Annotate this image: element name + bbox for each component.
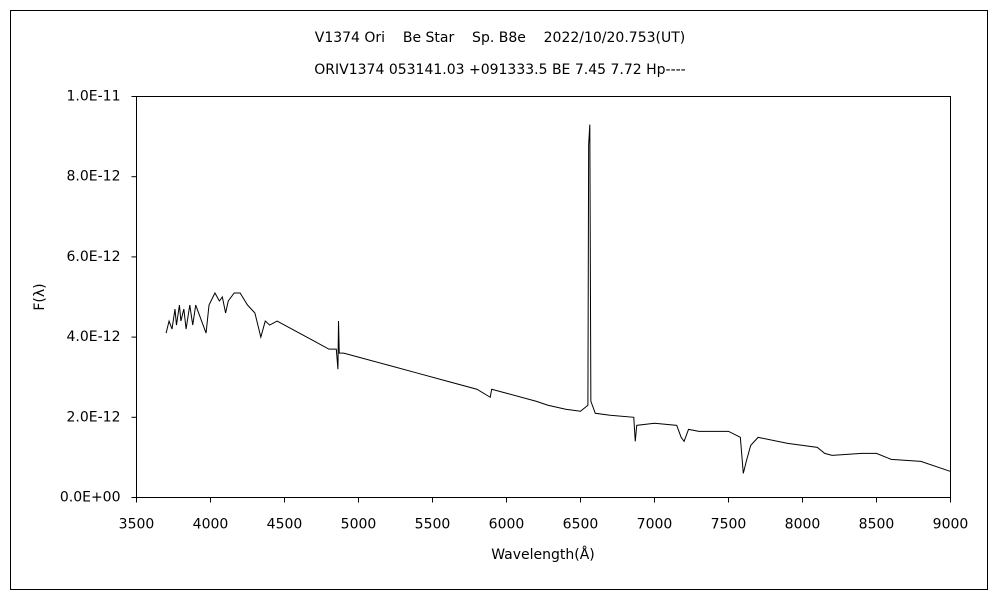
x-tick-label: 6500 xyxy=(563,517,599,533)
x-tick-label: 4000 xyxy=(193,517,229,533)
x-tick-label: 6000 xyxy=(489,517,525,533)
x-tick-label: 3500 xyxy=(119,517,155,533)
plot-area xyxy=(136,96,951,498)
y-tick-label: 8.0E-12 xyxy=(67,169,121,185)
y-tick-label: 1.0E-11 xyxy=(67,89,121,105)
chart-subtitle: ORIV1374 053141.03 +091333.5 BE 7.45 7.7… xyxy=(314,62,685,78)
chart-border xyxy=(10,10,988,590)
y-tick-label: 2.0E-12 xyxy=(67,409,121,425)
x-tick-label: 8500 xyxy=(859,517,895,533)
y-tick-label: 0.0E+00 xyxy=(60,490,121,506)
x-tick-label: 7000 xyxy=(637,517,673,533)
chart-title: V1374 Ori Be Star Sp. B8e 2022/10/20.753… xyxy=(315,30,686,46)
x-tick-label: 5500 xyxy=(415,517,451,533)
x-tick-label: 7500 xyxy=(711,517,747,533)
x-axis-label: Wavelength(Å) xyxy=(491,546,595,563)
x-tick-label: 8000 xyxy=(785,517,821,533)
spectrum-line xyxy=(165,124,951,474)
y-axis-label: F(λ) xyxy=(32,283,48,310)
y-tick-label: 6.0E-12 xyxy=(67,249,121,265)
y-tick-label: 4.0E-12 xyxy=(67,329,121,345)
x-tick-label: 5000 xyxy=(341,517,377,533)
x-tick-label: 4500 xyxy=(267,517,303,533)
x-tick-label: 9000 xyxy=(933,517,969,533)
